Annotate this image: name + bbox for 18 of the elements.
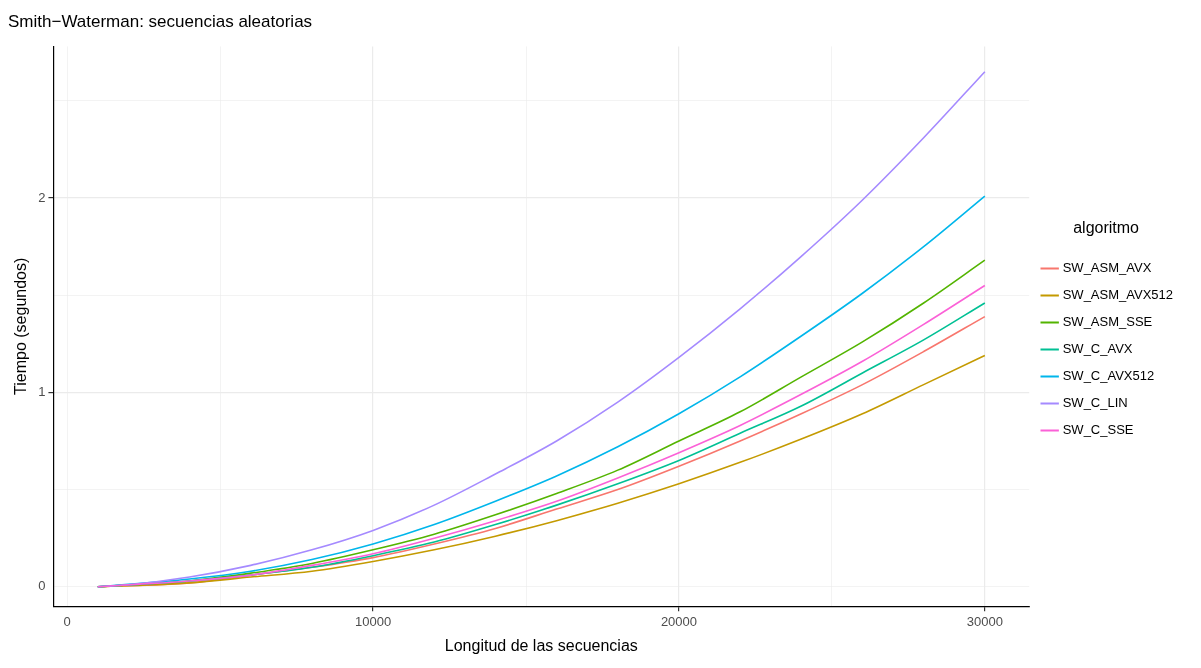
legend-label: SW_C_LIN bbox=[1062, 395, 1128, 411]
x-tick-label: 30000 bbox=[966, 613, 1003, 629]
x-tick-label: 10000 bbox=[355, 613, 392, 629]
y-tick-label: 1 bbox=[38, 383, 46, 399]
legend-label: SW_ASM_AVX512 bbox=[1062, 287, 1173, 303]
legend-label: SW_C_SSE bbox=[1062, 422, 1134, 438]
y-tick-label: 2 bbox=[38, 189, 46, 205]
legend-label: SW_ASM_AVX bbox=[1062, 260, 1152, 276]
legend-label: SW_ASM_SSE bbox=[1062, 314, 1153, 330]
x-tick-label: 0 bbox=[63, 613, 71, 629]
legend-title: algoritmo bbox=[1073, 219, 1140, 237]
legend-label: SW_C_AVX512 bbox=[1062, 368, 1155, 384]
legend-label: SW_C_AVX bbox=[1062, 341, 1133, 357]
x-axis-title: Longitud de las secuencias bbox=[444, 636, 638, 654]
y-axis-title: Tiempo (segundos) bbox=[12, 257, 30, 395]
chart-title: Smith−Waterman: secuencias aleatorias bbox=[8, 11, 313, 31]
y-tick-label: 0 bbox=[38, 578, 46, 594]
x-tick-label: 20000 bbox=[660, 613, 698, 629]
